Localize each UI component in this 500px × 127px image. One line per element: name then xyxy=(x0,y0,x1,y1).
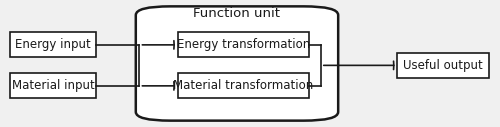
FancyBboxPatch shape xyxy=(398,53,488,78)
FancyBboxPatch shape xyxy=(178,32,308,57)
Text: Energy input: Energy input xyxy=(15,38,91,51)
FancyBboxPatch shape xyxy=(10,73,97,98)
FancyBboxPatch shape xyxy=(178,73,308,98)
FancyBboxPatch shape xyxy=(136,6,338,121)
Text: Useful output: Useful output xyxy=(403,59,483,72)
FancyBboxPatch shape xyxy=(10,32,97,57)
Text: Material input: Material input xyxy=(12,79,94,92)
Text: Energy transformation: Energy transformation xyxy=(176,38,310,51)
Text: Function unit: Function unit xyxy=(194,7,280,20)
Text: Material transformation: Material transformation xyxy=(173,79,314,92)
